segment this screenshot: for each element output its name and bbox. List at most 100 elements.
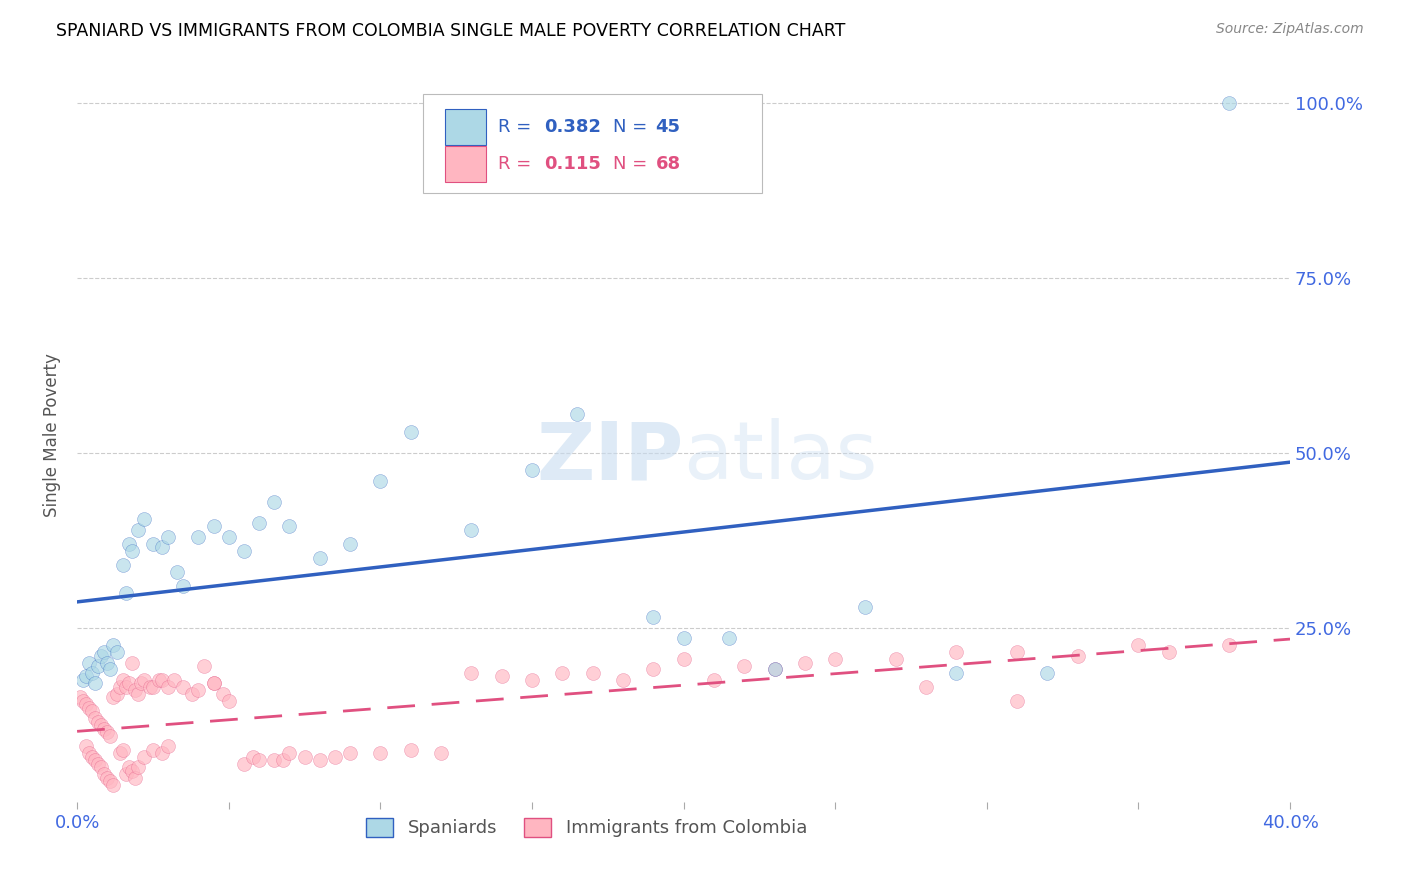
Text: ZIP: ZIP (536, 418, 683, 497)
Point (1157, 645, 1180, 659)
Point (87, 659, 110, 673)
Text: 68: 68 (655, 155, 681, 173)
Point (294, 749, 316, 764)
FancyBboxPatch shape (444, 109, 486, 145)
Point (93, 767, 115, 781)
Point (278, 519, 301, 533)
Point (117, 760, 139, 774)
FancyBboxPatch shape (423, 95, 762, 194)
Point (172, 680, 194, 694)
FancyBboxPatch shape (444, 146, 486, 182)
Point (75, 669, 97, 683)
Point (150, 747, 173, 761)
Point (703, 673, 725, 687)
Point (308, 550, 330, 565)
Point (855, 599, 877, 614)
Point (202, 676, 225, 690)
Point (117, 537, 139, 551)
Point (181, 687, 204, 701)
Text: atlas: atlas (683, 418, 877, 497)
Point (218, 694, 240, 708)
Point (105, 687, 128, 701)
Point (370, 474, 392, 488)
Point (90, 760, 112, 774)
Point (93, 645, 115, 659)
Point (77, 656, 100, 670)
Point (187, 683, 209, 698)
Point (82, 705, 104, 719)
Point (114, 680, 136, 694)
Point (166, 565, 188, 579)
Point (491, 669, 513, 683)
Point (672, 631, 695, 645)
Point (430, 747, 453, 761)
Point (108, 680, 131, 694)
Point (75, 739, 97, 754)
Point (111, 673, 134, 687)
Text: N =: N = (613, 119, 654, 136)
Point (96, 656, 118, 670)
Point (1128, 638, 1150, 652)
Point (202, 519, 225, 533)
Point (105, 645, 128, 659)
Point (114, 767, 136, 781)
Point (643, 610, 665, 624)
Point (121, 764, 143, 778)
Point (551, 665, 574, 680)
Point (172, 579, 194, 593)
Point (202, 676, 225, 690)
Point (100, 729, 122, 743)
Point (75, 698, 97, 712)
Point (1067, 648, 1090, 663)
Point (132, 512, 155, 526)
Point (242, 749, 264, 764)
Point (763, 663, 786, 677)
Text: R =: R = (498, 119, 537, 136)
Point (142, 680, 165, 694)
Legend: Spaniards, Immigrants from Colombia: Spaniards, Immigrants from Colombia (359, 811, 814, 845)
Point (84, 753, 107, 767)
Point (945, 665, 967, 680)
Text: Source: ZipAtlas.com: Source: ZipAtlas.com (1216, 22, 1364, 37)
Point (114, 585, 136, 599)
Point (263, 495, 285, 509)
Point (150, 673, 173, 687)
Point (87, 756, 110, 771)
Point (72, 673, 94, 687)
Point (218, 530, 240, 544)
Point (824, 652, 846, 666)
Point (127, 760, 149, 774)
Point (733, 659, 755, 673)
Point (232, 756, 254, 771)
Point (148, 673, 170, 687)
Point (672, 652, 695, 666)
Point (108, 747, 131, 761)
Point (127, 523, 149, 537)
Point (945, 645, 967, 659)
Point (150, 540, 173, 554)
Text: 0.115: 0.115 (544, 155, 600, 173)
Point (157, 530, 180, 544)
Point (82, 749, 104, 764)
Point (520, 463, 543, 477)
Point (111, 743, 134, 757)
Point (1036, 665, 1059, 680)
Point (69, 690, 91, 705)
Text: 45: 45 (655, 119, 681, 136)
Point (90, 718, 112, 732)
Point (323, 749, 346, 764)
Point (100, 663, 122, 677)
Point (718, 631, 741, 645)
Point (399, 743, 422, 757)
Point (121, 656, 143, 670)
Point (103, 690, 125, 705)
Point (581, 665, 603, 680)
Point (915, 680, 938, 694)
Point (124, 683, 146, 698)
Point (460, 665, 482, 680)
Point (90, 648, 112, 663)
Point (100, 774, 122, 789)
Point (103, 778, 125, 792)
Point (399, 425, 422, 439)
Point (127, 687, 149, 701)
